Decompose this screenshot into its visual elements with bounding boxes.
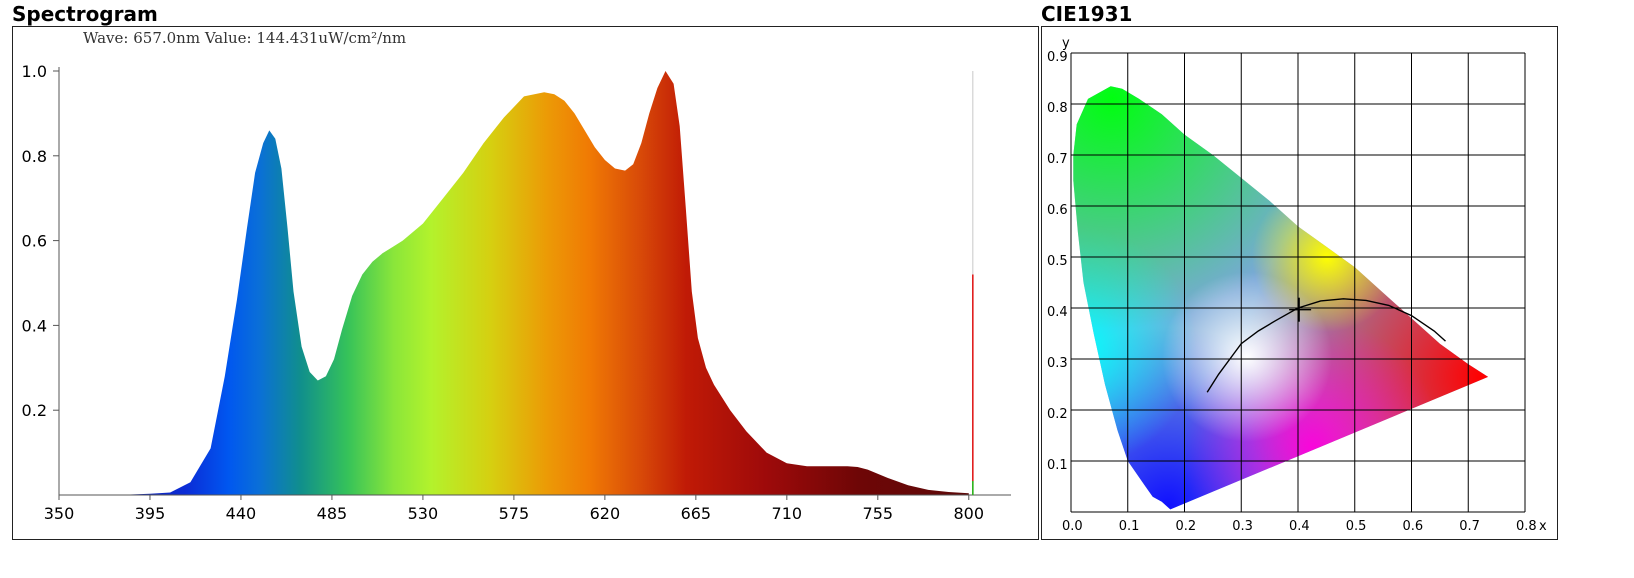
spectrum-area [59, 71, 969, 495]
planckian-locus [1206, 298, 1446, 393]
x-tick-label: 0.8 [1516, 519, 1537, 534]
y-tick-label: 0.1 [1047, 458, 1068, 473]
x-tick-label: 710 [772, 504, 803, 523]
x-tick-label: 0.0 [1062, 519, 1083, 534]
y-tick-label: 1.0 [22, 62, 47, 81]
x-tick-label: 800 [954, 504, 985, 523]
cie-title: CIE1931 [1041, 2, 1133, 26]
x-axis-label: x [1539, 519, 1547, 534]
x-tick-label: 755 [863, 504, 894, 523]
x-tick-label: 575 [499, 504, 530, 523]
y-tick-label: 0.7 [1047, 152, 1068, 167]
y-axis-label: y [1062, 36, 1070, 51]
y-tick-label: 0.6 [1047, 203, 1068, 218]
cie1931-chart[interactable]: 0.0 0.1 0.2 0.3 0.4 0.5 0.6 0.7 0.8 0.1 0.2 0.3 0.4 0… [1042, 27, 1557, 539]
x-tick-label: 665 [681, 504, 712, 523]
x-tick-label: 0.4 [1289, 519, 1310, 534]
y-tick-label: 0.3 [1047, 356, 1068, 371]
y-tick-label: 0.2 [22, 401, 47, 420]
spectrogram-chart[interactable]: Wave: 657.0nm Value: 144.431uW/cm²/nm 35… [13, 27, 1038, 539]
x-tick-label: 0.3 [1232, 519, 1253, 534]
x-tick-label: 620 [590, 504, 621, 523]
y-tick-label: 0.5 [1047, 254, 1068, 269]
cie-plot-area: 0.0 0.1 0.2 0.3 0.4 0.5 0.6 0.7 0.8 0.1 0.2 0.3 0.4 0… [1047, 36, 1547, 534]
x-tick-label: 485 [317, 504, 348, 523]
x-tick-label: 395 [135, 504, 166, 523]
x-tick-label: 440 [226, 504, 257, 523]
cursor-readout: Wave: 657.0nm Value: 144.431uW/cm²/nm [83, 29, 406, 47]
y-tick-label: 0.8 [22, 147, 47, 166]
spectrogram-plot-area: 350 395 440 485 530 575 620 665 710 755 800 0.2 0.4 0… [22, 62, 1011, 523]
x-tick-label: 350 [44, 504, 75, 523]
x-tick-label: 0.2 [1176, 519, 1197, 534]
cie-panel: 0.0 0.1 0.2 0.3 0.4 0.5 0.6 0.7 0.8 0.1 0.2 0.3 0.4 0… [1041, 26, 1558, 540]
spectrogram-panel: Wave: 657.0nm Value: 144.431uW/cm²/nm 35… [12, 26, 1039, 540]
y-tick-label: 0.4 [22, 316, 47, 335]
x-tick-label: 0.5 [1346, 519, 1367, 534]
y-tick-label: 0.2 [1047, 407, 1068, 422]
y-tick-label: 0.8 [1047, 101, 1068, 116]
x-tick-label: 530 [408, 504, 439, 523]
y-tick-label: 0.9 [1047, 50, 1068, 65]
x-tick-label: 0.6 [1403, 519, 1424, 534]
spectrogram-title: Spectrogram [12, 2, 158, 26]
x-tick-label: 0.7 [1459, 519, 1480, 534]
x-tick-label: 0.1 [1119, 519, 1140, 534]
y-tick-label: 0.6 [22, 232, 47, 251]
y-tick-label: 0.4 [1047, 305, 1068, 320]
